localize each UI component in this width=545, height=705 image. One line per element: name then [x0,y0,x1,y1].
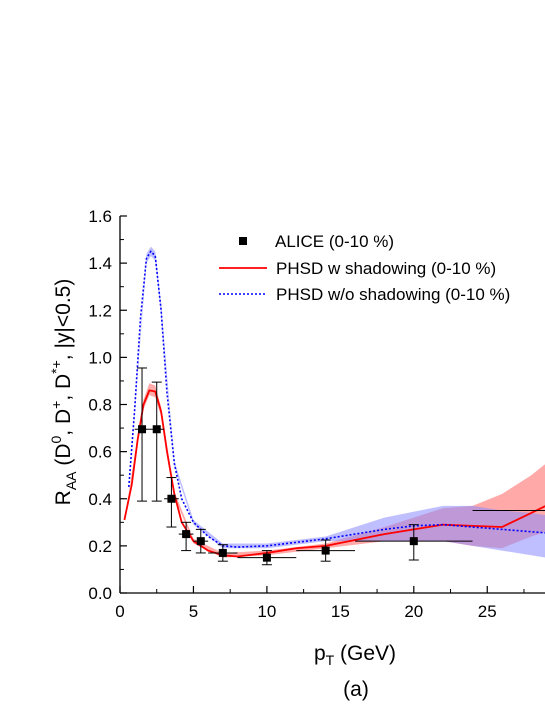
data-point [208,544,238,562]
y-tick-label: 0.6 [88,443,112,462]
point-marker [138,425,147,434]
y-axis-title-part: + [48,401,64,409]
y-axis-title-part: , D [52,409,75,436]
data-points [134,367,545,566]
legend-label: PHSD w/o shadowing (0-10 %) [276,285,510,304]
point-marker [321,546,330,555]
legend-label: PHSD w shadowing (0-10 %) [276,259,496,278]
x-tick-label: 25 [478,602,497,621]
x-tick-label: 10 [257,602,276,621]
point-marker [182,530,191,539]
x-axis-title-part: (GeV) [334,642,396,665]
y-tick-label: 1.4 [88,254,112,273]
y-tick-label: 1.2 [88,301,112,320]
point-marker [152,425,161,434]
data-point [149,381,165,502]
y-tick-label: 1.6 [88,207,112,226]
legend: ALICE (0-10 %) PHSD w shadowing (0-10 %) P… [219,232,510,304]
y-tick-label: 0.0 [88,584,112,603]
x-tick-label: 0 [115,602,124,621]
data-point [164,477,179,528]
point-marker [218,548,227,557]
point-marker [167,494,176,503]
panel-label: (a) [343,678,369,701]
data-point [296,539,356,562]
x-axis-title-part: p [314,642,326,665]
legend-marker [239,237,247,245]
axes: 0 5 10 15 20 25 0.0 0.2 0.4 0.6 0.8 1.0 1.2 1.4 1.6 [88,207,545,621]
axis-titles: pT (GeV)RAA (D0, D+, D*+, |y|<0.5)(a) [48,279,396,701]
x-axis-title-part: T [326,652,335,668]
y-axis-title-part: (D [52,443,75,471]
y-axis-title-part: 0 [48,435,64,443]
data-point [355,524,473,561]
y-axis-title-part: AA [63,471,79,490]
y-axis-title-part: R [52,490,75,505]
data-point [178,521,194,552]
y-tick-label: 1.0 [88,348,112,367]
data-point [472,510,545,512]
y-axis-title-part: *+ [48,360,64,374]
x-axis-title: pT (GeV) [314,642,396,668]
y-tick-label: 0.8 [88,396,112,415]
point-marker [262,553,271,562]
data-point [134,367,150,502]
y-axis-title: RAA (D0, D+, D*+, |y|<0.5) [48,279,79,506]
x-tick-label: 5 [189,602,198,621]
data-point [237,550,297,566]
y-axis-title-part: , D [52,374,75,401]
y-axis-title-part: , |y|<0.5) [52,279,75,361]
x-tick-label: 15 [331,602,350,621]
legend-label: ALICE (0-10 %) [275,232,394,251]
y-tick-label: 0.4 [88,490,112,509]
point-marker [409,537,418,546]
x-tick-label: 20 [404,602,423,621]
data-point [193,528,209,554]
point-marker [196,537,205,546]
y-tick-label: 0.2 [88,537,112,556]
